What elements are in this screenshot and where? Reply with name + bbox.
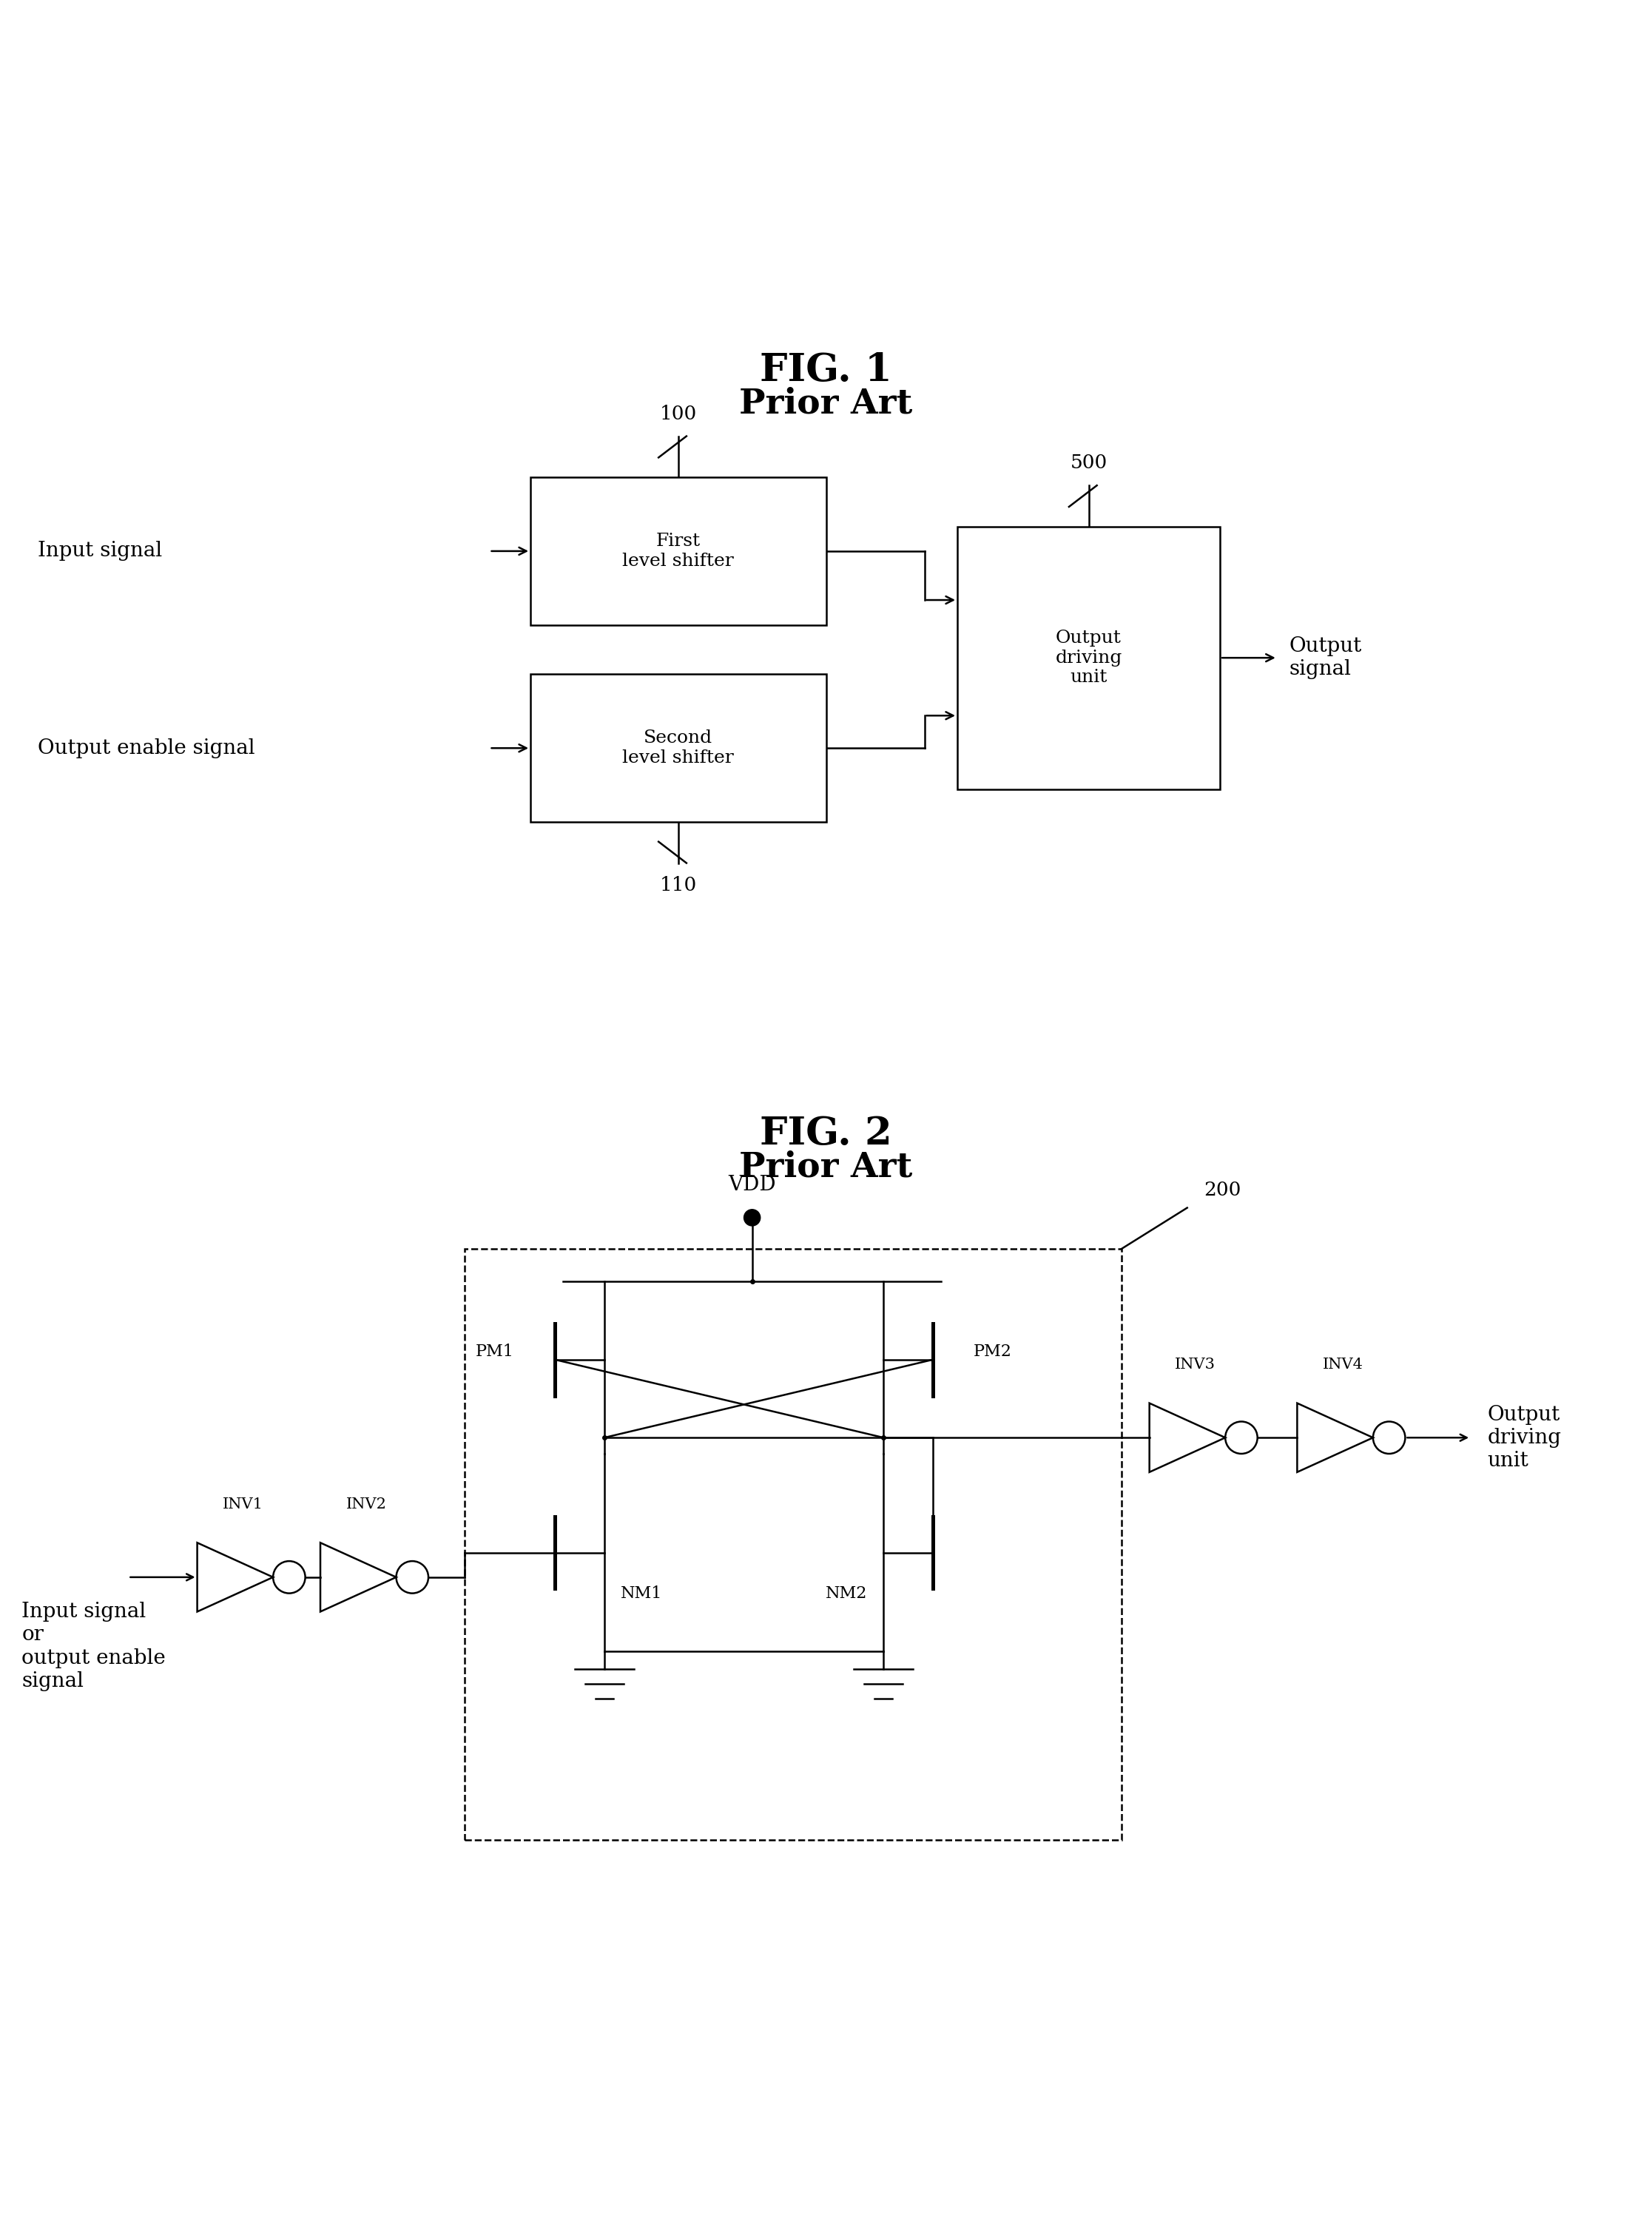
Text: FIG. 1: FIG. 1: [760, 351, 892, 389]
Text: Input signal
or
output enable
signal: Input signal or output enable signal: [21, 1602, 165, 1692]
Text: INV3: INV3: [1175, 1359, 1216, 1372]
Bar: [530, 478, 826, 626]
Text: Input signal: Input signal: [38, 541, 162, 561]
Text: Prior Art: Prior Art: [740, 387, 912, 420]
Text: FIG. 2: FIG. 2: [760, 1115, 892, 1153]
Text: Output enable signal: Output enable signal: [38, 738, 254, 758]
Text: Second
level shifter: Second level shifter: [623, 731, 733, 767]
Text: 500: 500: [1070, 454, 1107, 472]
Text: Output
driving
unit: Output driving unit: [1056, 630, 1122, 686]
Text: PM2: PM2: [973, 1343, 1013, 1359]
Text: 110: 110: [659, 876, 697, 894]
Bar: [464, 1249, 1122, 1839]
Text: PM1: PM1: [476, 1343, 514, 1359]
Text: 200: 200: [1204, 1180, 1241, 1200]
Text: VDD: VDD: [729, 1176, 776, 1196]
Bar: [530, 675, 826, 822]
Text: First
level shifter: First level shifter: [623, 532, 733, 570]
Text: Output
driving
unit: Output driving unit: [1487, 1404, 1561, 1471]
Text: INV1: INV1: [223, 1497, 264, 1511]
Bar: [958, 527, 1221, 789]
Text: NM1: NM1: [621, 1585, 662, 1602]
Text: Output
signal: Output signal: [1289, 637, 1361, 679]
Text: NM2: NM2: [826, 1585, 867, 1602]
Text: INV4: INV4: [1323, 1359, 1363, 1372]
Text: 100: 100: [659, 405, 697, 422]
Text: Prior Art: Prior Art: [740, 1149, 912, 1185]
Circle shape: [743, 1209, 760, 1225]
Text: INV2: INV2: [345, 1497, 387, 1511]
